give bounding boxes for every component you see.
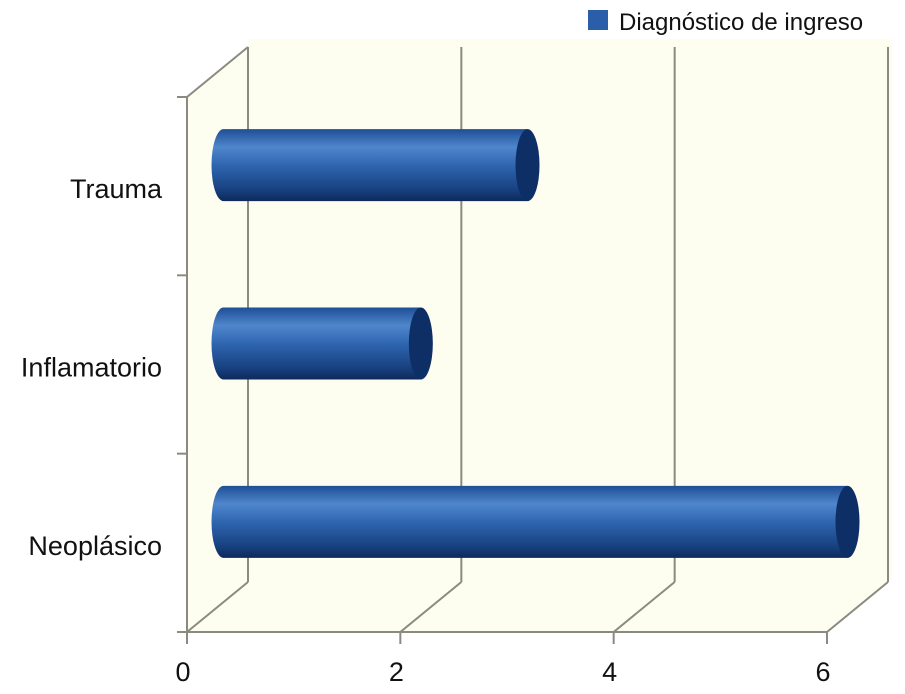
legend-label: Diagnóstico de ingreso: [619, 9, 863, 36]
bar-body: [211, 129, 528, 202]
floor-gridline: [613, 581, 676, 633]
bar-end-cap: [835, 485, 860, 558]
plot-floor: [187, 582, 888, 632]
category-label: Neoplásico: [28, 531, 162, 561]
bar-trauma: [211, 129, 540, 202]
x-tick-label: 6: [815, 657, 830, 687]
x-tick-label: 0: [175, 657, 190, 687]
bar-body: [211, 307, 421, 380]
bar-inflamatorio: [211, 307, 433, 380]
floor-gridline: [186, 581, 249, 633]
bar-neoplásico: [211, 485, 860, 558]
x-tick-label: 4: [602, 657, 617, 687]
labels: 0 2 4 6 Trauma Inflamatorio Neoplásico: [21, 174, 831, 687]
side-wall-top-edge: [186, 46, 249, 98]
bar-end-cap: [408, 307, 433, 380]
legend-swatch: [588, 10, 608, 30]
bars: [211, 129, 860, 558]
category-label: Trauma: [70, 174, 163, 204]
floor-gridline: [826, 581, 889, 633]
floor-gridline: [399, 581, 462, 633]
category-label: Inflamatorio: [21, 353, 162, 383]
bar-body: [211, 485, 848, 558]
x-tick-label: 2: [389, 657, 404, 687]
legend: Diagnóstico de ingreso: [588, 9, 863, 36]
bar-end-cap: [515, 129, 540, 202]
